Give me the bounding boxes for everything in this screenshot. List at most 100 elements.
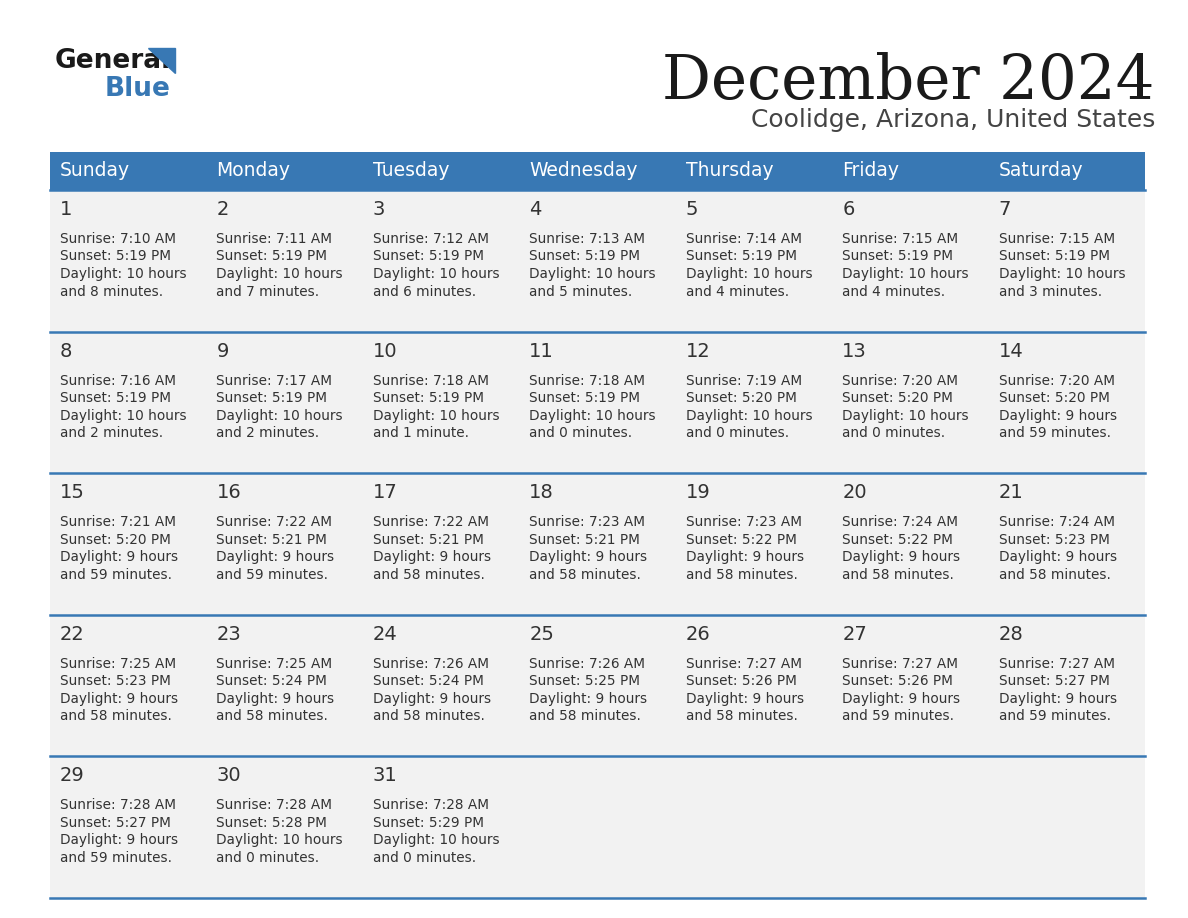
Text: Daylight: 9 hours: Daylight: 9 hours: [216, 550, 335, 565]
Text: General: General: [55, 48, 171, 74]
Bar: [832, 615, 988, 756]
Text: Sunset: 5:21 PM: Sunset: 5:21 PM: [530, 532, 640, 547]
Bar: [207, 473, 362, 615]
Bar: [519, 473, 676, 615]
Text: Sunrise: 7:27 AM: Sunrise: 7:27 AM: [685, 656, 802, 671]
Text: 7: 7: [999, 200, 1011, 219]
Text: 13: 13: [842, 341, 867, 361]
Text: Friday: Friday: [842, 162, 899, 181]
Bar: [50, 473, 207, 615]
Text: Sunrise: 7:18 AM: Sunrise: 7:18 AM: [530, 374, 645, 387]
Bar: [207, 615, 362, 756]
Text: Daylight: 10 hours: Daylight: 10 hours: [842, 267, 968, 281]
Text: Daylight: 9 hours: Daylight: 9 hours: [685, 550, 804, 565]
Text: Sunset: 5:19 PM: Sunset: 5:19 PM: [216, 391, 328, 405]
Text: Daylight: 9 hours: Daylight: 9 hours: [530, 550, 647, 565]
Text: Sunset: 5:23 PM: Sunset: 5:23 PM: [999, 532, 1110, 547]
Text: and 59 minutes.: and 59 minutes.: [842, 710, 954, 723]
Text: 10: 10: [373, 341, 398, 361]
Text: Daylight: 9 hours: Daylight: 9 hours: [999, 692, 1117, 706]
Text: Sunrise: 7:24 AM: Sunrise: 7:24 AM: [842, 515, 959, 529]
Bar: [988, 331, 1145, 473]
Text: and 0 minutes.: and 0 minutes.: [842, 426, 946, 440]
Text: Daylight: 9 hours: Daylight: 9 hours: [216, 692, 335, 706]
Text: Sunset: 5:23 PM: Sunset: 5:23 PM: [61, 675, 171, 688]
Text: Daylight: 10 hours: Daylight: 10 hours: [842, 409, 968, 422]
Text: Daylight: 9 hours: Daylight: 9 hours: [373, 692, 491, 706]
Bar: [676, 473, 832, 615]
Text: Sunset: 5:19 PM: Sunset: 5:19 PM: [842, 250, 953, 263]
Text: Sunset: 5:19 PM: Sunset: 5:19 PM: [999, 250, 1110, 263]
Text: Sunrise: 7:16 AM: Sunrise: 7:16 AM: [61, 374, 176, 387]
Text: Sunset: 5:19 PM: Sunset: 5:19 PM: [61, 391, 171, 405]
Text: Daylight: 9 hours: Daylight: 9 hours: [61, 834, 178, 847]
Text: Sunset: 5:29 PM: Sunset: 5:29 PM: [373, 816, 484, 830]
Text: and 58 minutes.: and 58 minutes.: [373, 567, 485, 582]
Text: Thursday: Thursday: [685, 162, 773, 181]
Text: Sunday: Sunday: [61, 162, 131, 181]
Text: and 58 minutes.: and 58 minutes.: [216, 710, 328, 723]
Text: Sunrise: 7:20 AM: Sunrise: 7:20 AM: [842, 374, 959, 387]
Text: Sunrise: 7:28 AM: Sunrise: 7:28 AM: [373, 799, 488, 812]
Bar: [988, 756, 1145, 898]
Text: and 0 minutes.: and 0 minutes.: [373, 851, 476, 865]
Text: and 58 minutes.: and 58 minutes.: [685, 567, 797, 582]
Text: 6: 6: [842, 200, 854, 219]
Text: and 59 minutes.: and 59 minutes.: [61, 567, 172, 582]
Text: Daylight: 10 hours: Daylight: 10 hours: [216, 409, 343, 422]
Bar: [832, 152, 988, 190]
Bar: [362, 756, 519, 898]
Bar: [676, 331, 832, 473]
Text: 19: 19: [685, 483, 710, 502]
Text: 20: 20: [842, 483, 867, 502]
Text: Sunset: 5:21 PM: Sunset: 5:21 PM: [216, 532, 328, 547]
Bar: [519, 190, 676, 331]
Text: Sunset: 5:27 PM: Sunset: 5:27 PM: [999, 675, 1110, 688]
Text: Daylight: 10 hours: Daylight: 10 hours: [61, 267, 187, 281]
Text: 2: 2: [216, 200, 229, 219]
Text: and 59 minutes.: and 59 minutes.: [999, 426, 1111, 440]
Text: Sunset: 5:19 PM: Sunset: 5:19 PM: [373, 391, 484, 405]
Bar: [832, 331, 988, 473]
Text: 28: 28: [999, 625, 1023, 644]
Bar: [207, 756, 362, 898]
Text: 9: 9: [216, 341, 229, 361]
Bar: [207, 152, 362, 190]
Text: Daylight: 10 hours: Daylight: 10 hours: [373, 267, 499, 281]
Bar: [676, 152, 832, 190]
Text: and 8 minutes.: and 8 minutes.: [61, 285, 163, 298]
Text: Sunrise: 7:19 AM: Sunrise: 7:19 AM: [685, 374, 802, 387]
Bar: [676, 756, 832, 898]
Text: Daylight: 9 hours: Daylight: 9 hours: [61, 692, 178, 706]
Text: and 59 minutes.: and 59 minutes.: [999, 710, 1111, 723]
Text: Sunset: 5:19 PM: Sunset: 5:19 PM: [530, 391, 640, 405]
Text: 24: 24: [373, 625, 398, 644]
Text: Sunset: 5:28 PM: Sunset: 5:28 PM: [216, 816, 328, 830]
Text: Sunrise: 7:28 AM: Sunrise: 7:28 AM: [61, 799, 176, 812]
Text: and 4 minutes.: and 4 minutes.: [842, 285, 946, 298]
Text: and 6 minutes.: and 6 minutes.: [373, 285, 476, 298]
Text: Sunrise: 7:25 AM: Sunrise: 7:25 AM: [61, 656, 176, 671]
Text: 29: 29: [61, 767, 84, 786]
Text: and 1 minute.: and 1 minute.: [373, 426, 469, 440]
Text: Sunrise: 7:25 AM: Sunrise: 7:25 AM: [216, 656, 333, 671]
Text: and 59 minutes.: and 59 minutes.: [61, 851, 172, 865]
Text: Sunset: 5:19 PM: Sunset: 5:19 PM: [61, 250, 171, 263]
Text: 3: 3: [373, 200, 385, 219]
Text: and 2 minutes.: and 2 minutes.: [216, 426, 320, 440]
Text: Sunset: 5:24 PM: Sunset: 5:24 PM: [216, 675, 328, 688]
Text: Saturday: Saturday: [999, 162, 1083, 181]
Bar: [676, 615, 832, 756]
Text: Tuesday: Tuesday: [373, 162, 449, 181]
Bar: [988, 615, 1145, 756]
Text: 8: 8: [61, 341, 72, 361]
Text: Daylight: 9 hours: Daylight: 9 hours: [999, 550, 1117, 565]
Text: Sunrise: 7:10 AM: Sunrise: 7:10 AM: [61, 232, 176, 246]
Text: Sunset: 5:26 PM: Sunset: 5:26 PM: [842, 675, 953, 688]
Text: and 4 minutes.: and 4 minutes.: [685, 285, 789, 298]
Text: and 58 minutes.: and 58 minutes.: [842, 567, 954, 582]
Text: and 58 minutes.: and 58 minutes.: [530, 710, 642, 723]
Text: Sunset: 5:19 PM: Sunset: 5:19 PM: [216, 250, 328, 263]
Text: Sunrise: 7:26 AM: Sunrise: 7:26 AM: [530, 656, 645, 671]
Text: and 58 minutes.: and 58 minutes.: [61, 710, 172, 723]
